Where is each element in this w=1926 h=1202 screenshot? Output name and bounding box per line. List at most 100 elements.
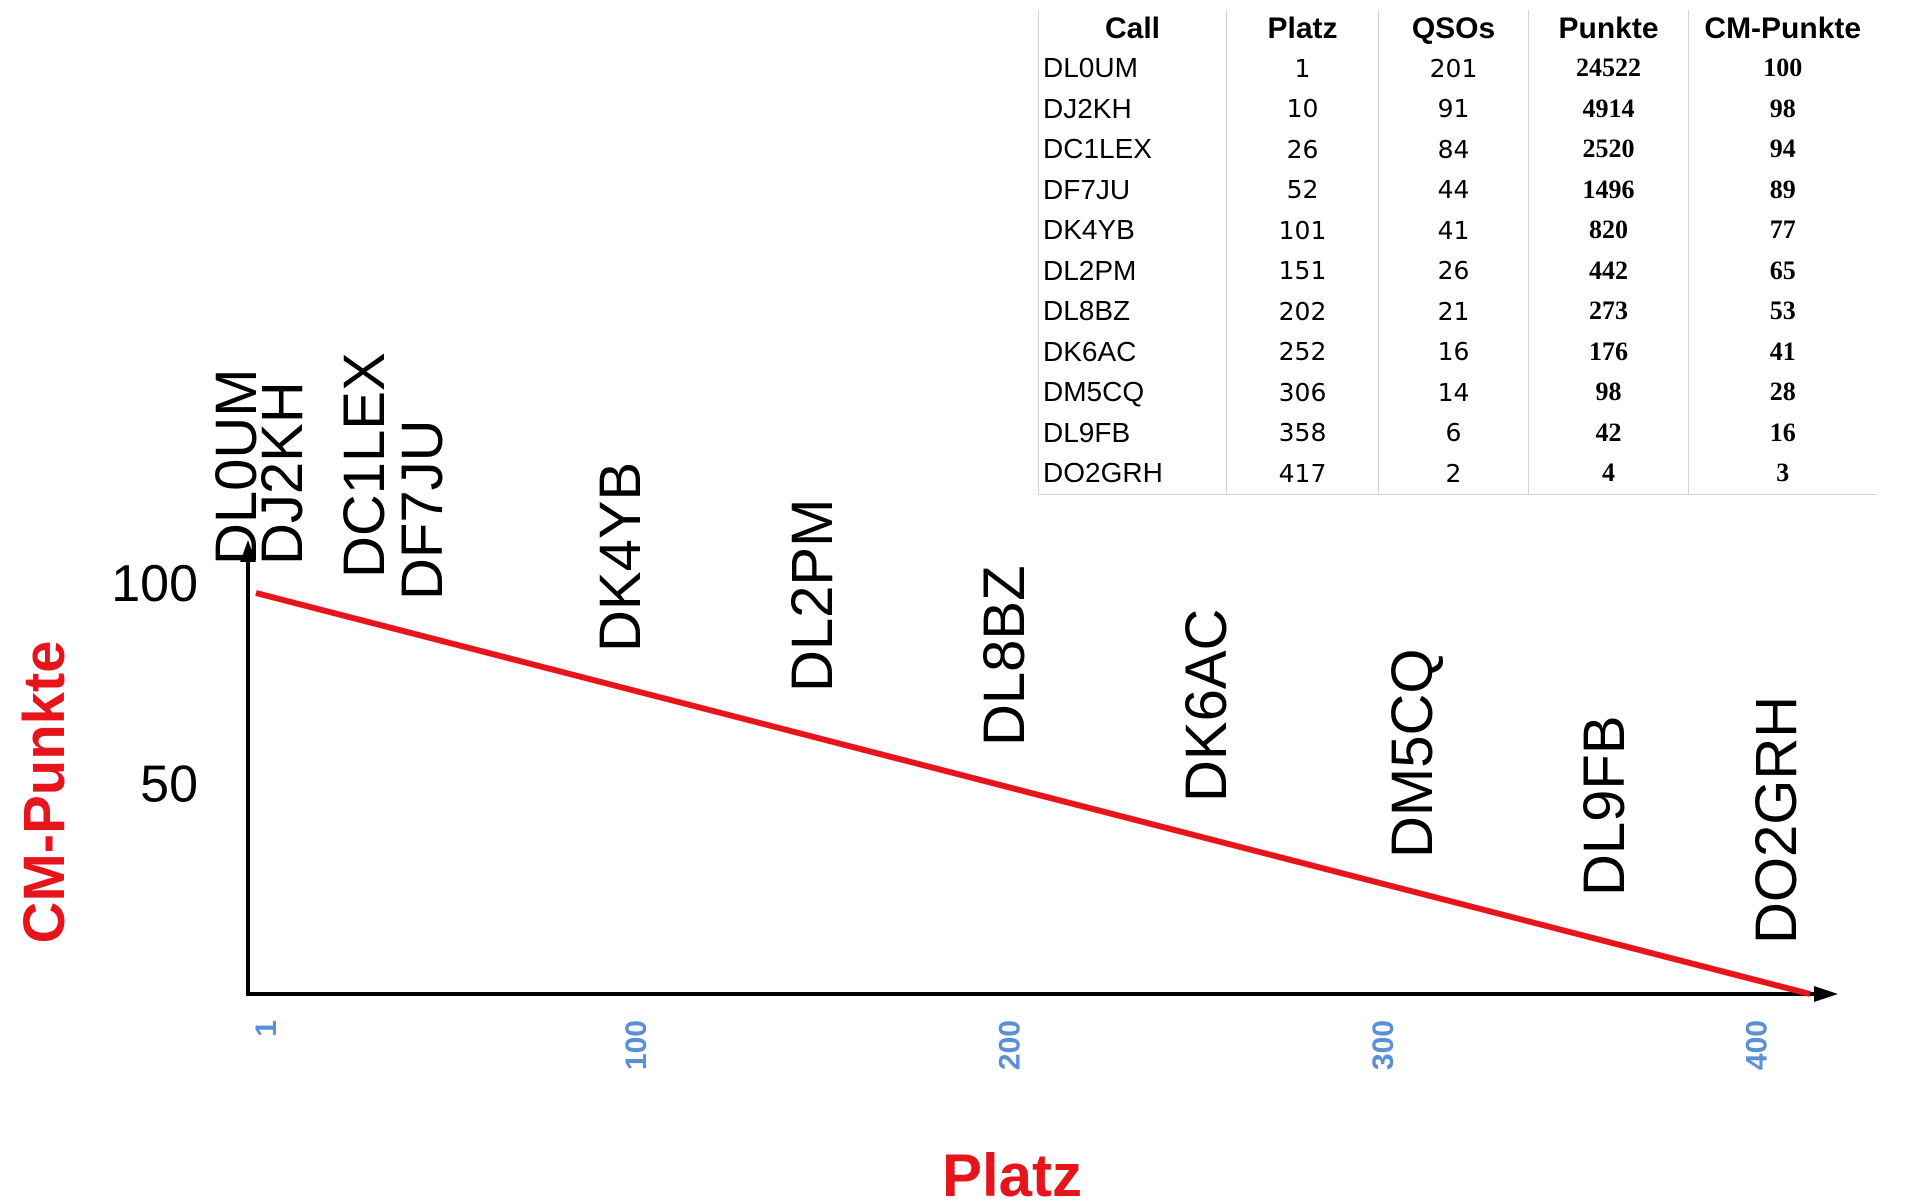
table-cell: 4914 (1528, 88, 1689, 129)
table-cell: DC1LEX (1038, 129, 1227, 170)
y-axis-arrow (240, 540, 256, 562)
table-row: DM5CQ 306 14 98 28 (1038, 372, 1877, 413)
call-label: DL0UM (204, 368, 269, 565)
series-line-0 (255, 590, 1811, 997)
table-cell: 201 (1378, 48, 1529, 89)
call-label: DK4YB (588, 462, 653, 652)
y-tick-labels: 100 50 (111, 555, 198, 814)
table-cell: 65 (1688, 250, 1877, 291)
call-label: DJ2KH (250, 381, 315, 565)
axes (240, 540, 1838, 1002)
table-cell: 2520 (1528, 129, 1689, 170)
table-cell: 44 (1378, 169, 1529, 210)
table-row: DK6AC 252 16 176 41 (1038, 331, 1877, 372)
y-tick-label: 100 (111, 555, 198, 613)
column-header: Platz (1226, 10, 1379, 48)
table-cell: DL2PM (1038, 250, 1227, 291)
table-cell: 89 (1688, 169, 1877, 210)
table-cell: DL0UM (1038, 48, 1227, 89)
column-header: QSOs (1378, 10, 1529, 48)
x-tick-labels: 1 100 200 300 400 (250, 1020, 1774, 1070)
table-cell: 16 (1688, 412, 1877, 453)
table-cell: 77 (1688, 210, 1877, 251)
table-cell: DF7JU (1038, 169, 1227, 210)
table-cell: 3 (1688, 453, 1877, 495)
table-header-row: Call Platz QSOs Punkte CM-Punkte (1038, 10, 1877, 48)
table-cell: 820 (1528, 210, 1689, 251)
table-row: DL8BZ 202 21 273 53 (1038, 291, 1877, 332)
table-cell: 273 (1528, 291, 1689, 332)
table-cell: 6 (1378, 412, 1529, 453)
table-body: DL0UM 1 201 24522 100 DJ2KH 10 91 4914 98 DC1LEX 26… (1038, 48, 1877, 495)
table-cell: DJ2KH (1038, 88, 1227, 129)
call-label: DM5CQ (1380, 649, 1445, 858)
call-label: DK6AC (1174, 609, 1239, 802)
table-cell: DK6AC (1038, 331, 1227, 372)
table-cell: 16 (1378, 331, 1529, 372)
table-cell: 101 (1226, 210, 1379, 251)
table-cell: 442 (1528, 250, 1689, 291)
table-cell: 53 (1688, 291, 1877, 332)
table-cell: 52 (1226, 169, 1379, 210)
table-cell: 176 (1528, 331, 1689, 372)
table-row: DJ2KH 10 91 4914 98 (1038, 88, 1877, 129)
x-tick-label: 300 (1367, 1020, 1400, 1070)
y-tick-label: 50 (140, 756, 198, 814)
table-cell: 42 (1528, 412, 1689, 453)
table-row: DL2PM 151 26 442 65 (1038, 250, 1877, 291)
table-cell: 21 (1378, 291, 1529, 332)
call-label: DF7JU (390, 420, 455, 600)
table-cell: 1 (1226, 48, 1379, 89)
x-tick-label: 200 (993, 1020, 1026, 1070)
call-label: DL2PM (780, 499, 845, 692)
table-row: DL9FB 358 6 42 16 (1038, 412, 1877, 453)
table-row: DC1LEX 26 84 2520 94 (1038, 129, 1877, 170)
table-cell: 2 (1378, 453, 1529, 495)
table-cell: DL8BZ (1038, 291, 1227, 332)
table-cell: 41 (1378, 210, 1529, 251)
column-header: Punkte (1528, 10, 1689, 48)
table-row: DF7JU 52 44 1496 89 (1038, 169, 1877, 210)
series-layer (255, 590, 1811, 997)
table-cell: DO2GRH (1038, 453, 1227, 495)
table-cell: 94 (1688, 129, 1877, 170)
table-cell: 10 (1226, 88, 1379, 129)
table-cell: 151 (1226, 250, 1379, 291)
table-cell: 4 (1528, 453, 1689, 495)
table-cell: 358 (1226, 412, 1379, 453)
results-table: Call Platz QSOs Punkte CM-Punkte DL0UM 1 201 24… (1038, 10, 1877, 495)
x-tick-label: 400 (1741, 1020, 1774, 1070)
table-cell: 98 (1528, 372, 1689, 413)
call-label: DC1LEX (332, 352, 397, 578)
table-cell: 98 (1688, 88, 1877, 129)
x-tick-label: 1 (250, 1020, 283, 1037)
x-tick-label: 100 (620, 1020, 653, 1070)
table-cell: 306 (1226, 372, 1379, 413)
table-cell: 26 (1378, 250, 1529, 291)
column-header: Call (1038, 10, 1227, 48)
y-axis-title: CM-Punkte (12, 641, 77, 944)
table-row: DK4YB 101 41 820 77 (1038, 210, 1877, 251)
table-cell: 28 (1688, 372, 1877, 413)
call-label: DO2GRH (1744, 696, 1809, 944)
table-cell: DL9FB (1038, 412, 1227, 453)
table-cell: 14 (1378, 372, 1529, 413)
call-label: DL8BZ (972, 565, 1037, 746)
table-cell: 100 (1688, 48, 1877, 89)
table-cell: 84 (1378, 129, 1529, 170)
table-cell: DM5CQ (1038, 372, 1227, 413)
table-cell: 91 (1378, 88, 1529, 129)
column-header: CM-Punkte (1688, 10, 1877, 48)
table-cell: 26 (1226, 129, 1379, 170)
x-axis-title: Platz (942, 1142, 1082, 1202)
call-label: DL9FB (1572, 715, 1637, 896)
table-cell: 41 (1688, 331, 1877, 372)
table-row: DL0UM 1 201 24522 100 (1038, 48, 1877, 89)
table-cell: 202 (1226, 291, 1379, 332)
table-cell: 24522 (1528, 48, 1689, 89)
table-cell: 252 (1226, 331, 1379, 372)
table-cell: DK4YB (1038, 210, 1227, 251)
table-cell: 417 (1226, 453, 1379, 495)
table-row: DO2GRH 417 2 4 3 (1038, 453, 1877, 495)
